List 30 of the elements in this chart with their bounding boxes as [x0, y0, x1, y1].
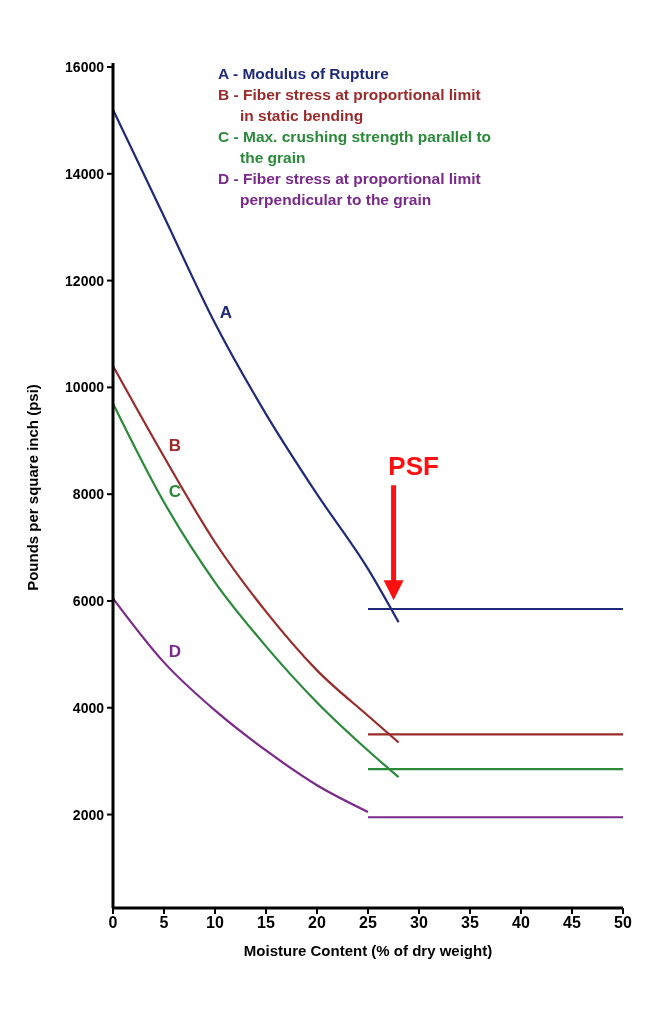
y-tick-label: 10000	[65, 379, 105, 396]
y-tick-label: 8000	[72, 486, 105, 503]
x-tick-label: 30	[410, 914, 428, 931]
text: C - Max. crushing strength parallel to the grain	[218, 128, 492, 166]
x-tick-label: 15	[257, 914, 275, 931]
x-tick-label: 45	[563, 914, 581, 931]
x-axis-title: Moisture Content (% of dry weight)	[243, 942, 493, 959]
y-tick-label: 16000	[65, 59, 105, 75]
annotation: B	[168, 436, 182, 456]
y-tick-label: 14000	[65, 165, 105, 182]
y-tick-label: 2000	[72, 806, 105, 823]
y-axis-title: Pounds per square inch (psi)	[24, 384, 41, 591]
x-tick-label: 20	[308, 914, 326, 931]
text: D - Fiber stress at proportional limit perpendicular to the grain	[218, 170, 481, 208]
y-tick-label: 4000	[72, 699, 105, 716]
x-tick-label: 0	[108, 914, 118, 931]
y-tick-label: 6000	[72, 592, 105, 609]
x-tick-label: 25	[359, 914, 377, 931]
x-tick-label: 50	[614, 914, 632, 931]
text: A - Modulus of Rupture	[218, 65, 390, 82]
x-tick-label: 35	[461, 914, 479, 931]
x-tick-label: 40	[512, 914, 530, 931]
y-tick-label: 12000	[65, 272, 105, 289]
annotation: D	[168, 641, 182, 661]
annotation: PSF	[388, 451, 439, 482]
x-tick-label: 10	[206, 914, 224, 931]
annotation: C	[168, 481, 182, 501]
x-tick-label: 5	[159, 914, 169, 931]
annotation: A	[219, 302, 233, 322]
text: B - Fiber stress at proportional limit in static bending	[218, 86, 481, 124]
